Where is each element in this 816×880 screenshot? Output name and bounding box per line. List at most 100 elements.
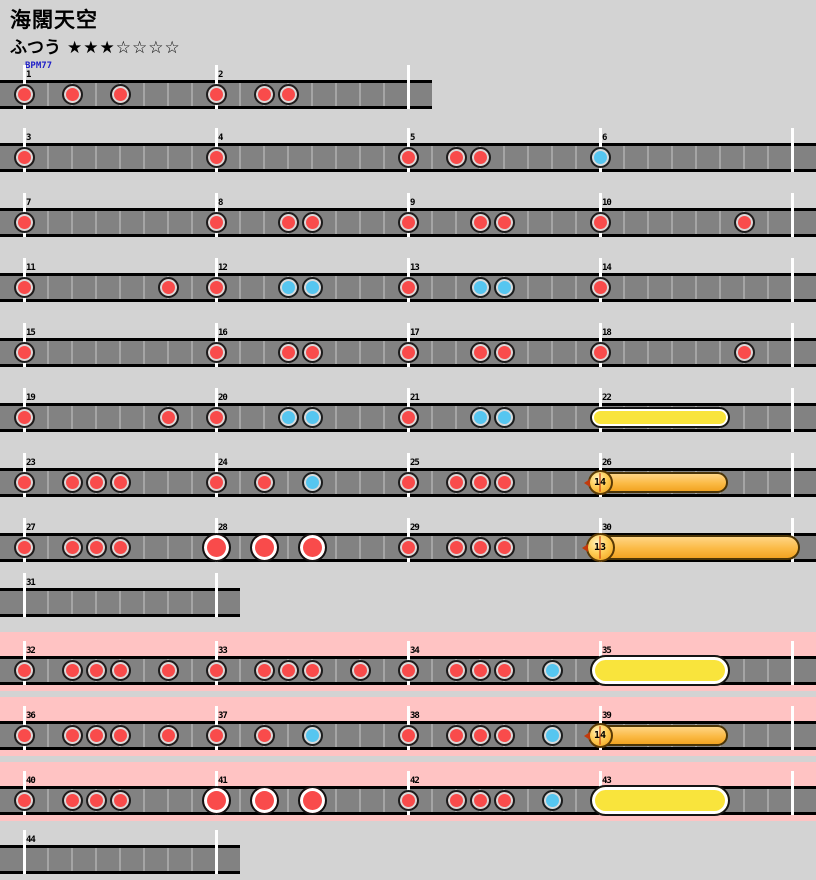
don-note [469, 660, 491, 681]
beat-grid-line [335, 659, 337, 682]
beat-grid-line [143, 848, 145, 871]
beat-grid-line [383, 276, 385, 299]
balloon-tip-icon [583, 731, 590, 740]
beat-grid-line [143, 211, 145, 234]
don-note [205, 660, 227, 681]
beat-grid-line [143, 83, 145, 106]
beat-grid-line [575, 789, 577, 812]
beat-grid-line [119, 146, 121, 169]
measure-number: 13 [410, 263, 420, 273]
don-note [397, 342, 419, 363]
beat-grid-line [575, 471, 577, 494]
beat-grid-line [71, 146, 73, 169]
beat-grid-line [575, 146, 577, 169]
measure-number: 43 [602, 776, 612, 786]
measure-line [791, 771, 794, 815]
don-note [85, 660, 107, 681]
don-note [13, 660, 35, 681]
beat-grid-line [167, 211, 169, 234]
beat-grid-line [383, 471, 385, 494]
beat-grid-line [239, 276, 241, 299]
measure-number: 37 [218, 711, 228, 721]
beat-grid-line [551, 406, 553, 429]
beat-grid-line [743, 406, 745, 429]
measure-number: 10 [602, 198, 612, 208]
don-note [61, 725, 83, 746]
beat-grid-line [239, 83, 241, 106]
don-note [85, 725, 107, 746]
beat-grid-line [167, 146, 169, 169]
beat-grid-line [383, 341, 385, 364]
beat-grid-line [431, 341, 433, 364]
beat-grid-line [551, 536, 553, 559]
don-note [109, 790, 131, 811]
beat-grid-line [431, 276, 433, 299]
don-note [253, 660, 275, 681]
don-note [253, 725, 275, 746]
beat-grid-line [239, 471, 241, 494]
ka-note [589, 147, 611, 168]
beat-grid-line [359, 276, 361, 299]
don-note [109, 84, 131, 105]
balloon-hit-count: 14 [593, 730, 607, 741]
beat-grid-line [239, 659, 241, 682]
big-drumroll-note [590, 785, 730, 816]
don-note [205, 84, 227, 105]
beat-grid-line [551, 146, 553, 169]
difficulty-row: ふつう ★★★☆☆☆☆ [10, 33, 181, 58]
don-note [445, 725, 467, 746]
beat-grid-line [311, 83, 313, 106]
measure-line [791, 323, 794, 367]
measure-number: 6 [602, 133, 608, 143]
beat-grid-line [719, 211, 721, 234]
beat-grid-line [287, 536, 289, 559]
beat-grid-line [191, 789, 193, 812]
don-note [445, 790, 467, 811]
don-note [13, 725, 35, 746]
don-note [469, 537, 491, 558]
don-note [13, 472, 35, 493]
big-don-note [297, 786, 327, 815]
beat-grid-line [263, 341, 265, 364]
beat-grid-line [359, 211, 361, 234]
don-note [205, 472, 227, 493]
beat-grid-line [191, 276, 193, 299]
lane-row: 32 33 34 35 [0, 641, 816, 686]
measure-line [791, 453, 794, 497]
measure-number: 14 [602, 263, 612, 273]
beat-grid-line [191, 659, 193, 682]
beat-grid-line [335, 789, 337, 812]
ka-note [301, 407, 323, 428]
balloon-seam [599, 473, 601, 492]
beat-grid-line [743, 789, 745, 812]
ka-note [277, 277, 299, 298]
ka-note [493, 407, 515, 428]
ka-note [301, 725, 323, 746]
beat-grid-line [287, 471, 289, 494]
ka-note [493, 277, 515, 298]
beat-grid-line [551, 276, 553, 299]
measure-number: 39 [602, 711, 612, 721]
beat-grid-line [575, 341, 577, 364]
beat-grid-line [143, 591, 145, 614]
don-note [61, 472, 83, 493]
don-note [277, 660, 299, 681]
beat-grid-line [695, 341, 697, 364]
beat-grid-line [47, 848, 49, 871]
don-note [61, 790, 83, 811]
beat-grid-line [95, 848, 97, 871]
don-note [157, 660, 179, 681]
don-note [493, 537, 515, 558]
beat-grid-line [47, 146, 49, 169]
beat-grid-line [95, 146, 97, 169]
don-note [205, 212, 227, 233]
don-note [469, 147, 491, 168]
don-note [13, 537, 35, 558]
ka-note [277, 407, 299, 428]
beat-grid-line [119, 591, 121, 614]
beat-grid-line [47, 341, 49, 364]
beat-grid-line [767, 659, 769, 682]
don-note [733, 342, 755, 363]
beat-grid-line [359, 341, 361, 364]
